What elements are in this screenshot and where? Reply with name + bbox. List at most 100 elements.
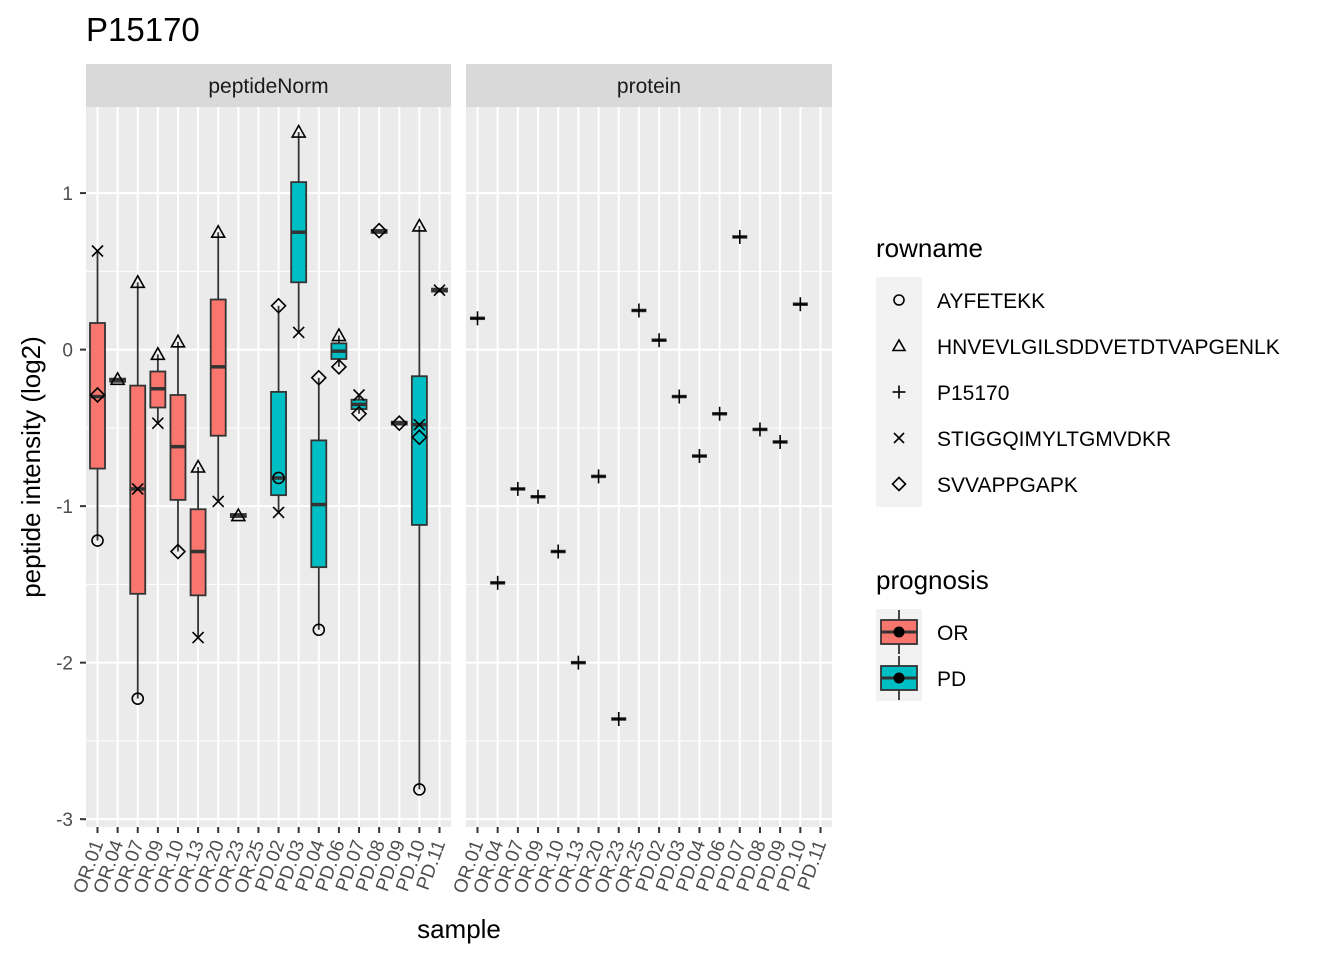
legend-title-prognosis: prognosis [876, 565, 989, 595]
protein-point-OR.01 [470, 311, 485, 326]
point-OR.13 [192, 631, 205, 644]
box-OR.13 [189, 467, 207, 638]
protein-point-PD.09 [773, 434, 788, 449]
protein-point-OR.04 [490, 575, 505, 590]
grid-lines-protein [466, 107, 832, 827]
y-tick-label: -1 [56, 497, 73, 518]
point-PD.09 [391, 415, 408, 432]
point-PD.03 [290, 123, 307, 138]
point-PD.11 [433, 284, 446, 297]
protein-point-OR.09 [531, 489, 546, 504]
point-PD.10 [411, 429, 428, 446]
point-PD.07 [352, 388, 366, 402]
protein-point-PD.02 [652, 333, 667, 348]
box-OR.09 [149, 354, 167, 424]
legend-key-box [876, 609, 922, 655]
box-PD.03 [290, 132, 308, 333]
point-PD.02 [270, 297, 287, 314]
box-PD.07 [350, 395, 368, 414]
legend-label: HNVEVLGILSDDVETDTVAPGENLK [937, 336, 1280, 359]
legend-title-rowname: rowname [876, 233, 983, 263]
protein-point-PD.08 [752, 422, 767, 437]
point-OR.23 [230, 507, 247, 522]
facet-panel-peptideNorm [86, 107, 451, 827]
protein-point-OR.07 [510, 481, 525, 496]
box-OR.10 [169, 341, 187, 552]
point-OR.01 [91, 244, 104, 258]
y-tick-label: 1 [62, 184, 73, 205]
legend-key-box [876, 655, 922, 701]
box-PD.08 [370, 229, 388, 234]
legend-label: SVVAPPGAPK [937, 474, 1078, 497]
legend-label: AYFETEKK [937, 290, 1045, 313]
point-OR.07 [129, 274, 146, 289]
marks-protein [470, 229, 808, 726]
box-OR.20 [209, 232, 227, 502]
point-PD.06 [330, 358, 348, 375]
legend-label: OR [937, 622, 969, 645]
box-body [270, 390, 287, 497]
chart-title: P15170 [86, 11, 200, 48]
box-PD.10 [410, 225, 428, 790]
point-OR.09 [149, 346, 166, 361]
point-PD.02 [272, 506, 285, 519]
legend-rowname: AYFETEKK HNVEVLGILSDDVETDTVAPGENLK P15170 S… [891, 290, 1280, 497]
legend-prognosis: OR PD [876, 609, 969, 701]
box-PD.02 [270, 305, 287, 513]
protein-point-PD.04 [692, 449, 707, 464]
point-OR.13 [190, 458, 206, 473]
legend-label: P15170 [937, 382, 1009, 405]
point-OR.04 [109, 371, 126, 386]
point-OR.20 [210, 224, 227, 239]
y-tick-label: -2 [56, 654, 73, 675]
legend-key-cross [893, 432, 905, 444]
x-axis-protein: OR.01OR.04OR.07OR.09OR.10OR.13OR.20OR.23… [450, 827, 831, 896]
protein-point-OR.23 [611, 712, 626, 726]
facet-strip-label-peptideNorm: peptideNorm [208, 75, 328, 98]
point-OR.10 [170, 333, 186, 348]
y-axis-title: peptide intensity (log2) [16, 336, 46, 598]
point-PD.03 [292, 326, 305, 339]
legend-key-plus [892, 385, 906, 399]
point-PD.02 [272, 471, 285, 485]
point-OR.07 [131, 692, 145, 705]
point-PD.08 [371, 222, 388, 239]
point-OR.10 [169, 543, 187, 560]
point-PD.07 [350, 405, 368, 422]
y-tick-label: -3 [56, 810, 73, 831]
facet-panel-protein [466, 107, 832, 827]
point-OR.09 [151, 417, 164, 430]
box-body [410, 375, 428, 526]
legend-key-triangle [891, 338, 907, 352]
facet-strip-protein [466, 64, 832, 107]
legend-label: STIGGQIMYLTGMVDKR [937, 428, 1171, 451]
protein-point-PD.10 [793, 297, 808, 312]
x-axis-title: sample [417, 914, 501, 944]
point-PD.04 [310, 369, 327, 386]
box-PD.04 [310, 377, 328, 630]
box-OR.23 [229, 513, 247, 518]
point-OR.01 [91, 534, 104, 547]
y-tick-label: 0 [62, 341, 73, 362]
point-OR.01 [89, 386, 106, 404]
protein-point-OR.25 [631, 303, 646, 318]
protein-point-PD.06 [712, 406, 727, 421]
facet-strip-peptideNorm [86, 64, 451, 107]
protein-point-PD.07 [732, 229, 747, 244]
point-PD.04 [312, 623, 326, 637]
protein-point-PD.03 [672, 389, 687, 404]
point-OR.07 [131, 482, 144, 495]
legend-key-circle [893, 294, 905, 306]
protein-point-OR.10 [551, 544, 566, 559]
point-PD.10 [411, 217, 428, 232]
point-PD.06 [331, 327, 347, 342]
x-axis-peptideNorm: OR.01OR.04OR.07OR.09OR.10OR.13OR.20OR.23… [70, 827, 450, 896]
y-axis: 1 0 -1 -2 -3 [56, 184, 86, 831]
protein-point-OR.20 [591, 469, 606, 484]
point-PD.10 [413, 418, 426, 431]
protein-point-OR.13 [571, 655, 586, 670]
facet-strip-label-protein: protein [617, 75, 681, 98]
legend-key-diamond [891, 476, 907, 492]
marks-peptideNorm [89, 123, 448, 796]
